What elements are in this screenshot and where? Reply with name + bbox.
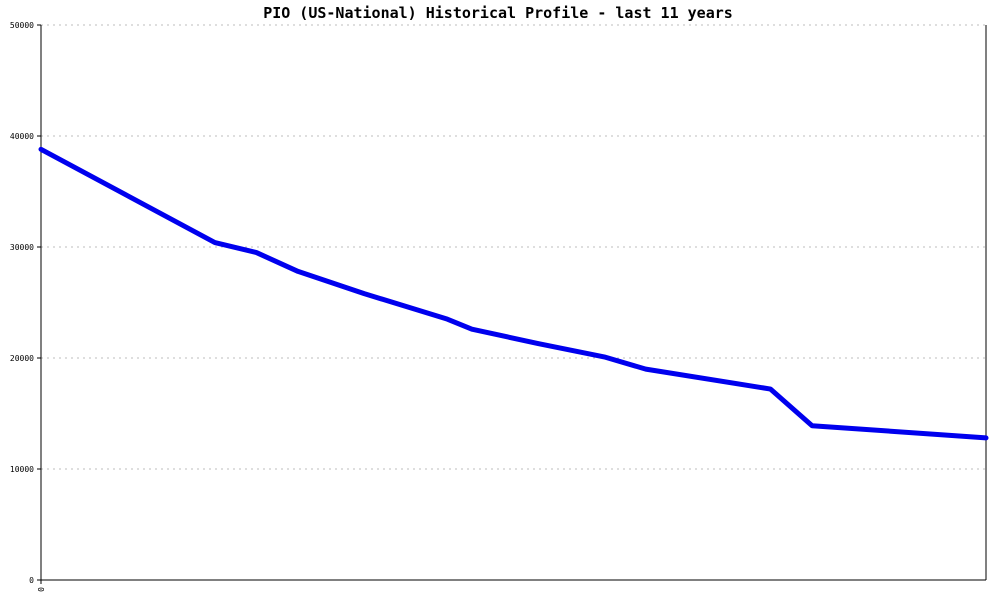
y-tick-label: 0: [29, 576, 34, 585]
y-axis-ticks: 0 10000 20000 30000 40000 50000: [10, 21, 41, 585]
x-axis-ticks: 0: [37, 580, 46, 592]
x-tick-label: 0: [37, 587, 46, 592]
series-group: [38, 146, 989, 441]
chart-title: PIO (US-National) Historical Profile - l…: [263, 4, 733, 22]
y-tick-label: 40000: [10, 132, 34, 141]
y-tick-label: 10000: [10, 465, 34, 474]
grid-lines: [41, 24, 986, 470]
y-tick-label: 30000: [10, 243, 34, 252]
series-line: [38, 146, 989, 441]
y-tick-label: 20000: [10, 354, 34, 363]
y-tick-label: 50000: [10, 21, 34, 30]
